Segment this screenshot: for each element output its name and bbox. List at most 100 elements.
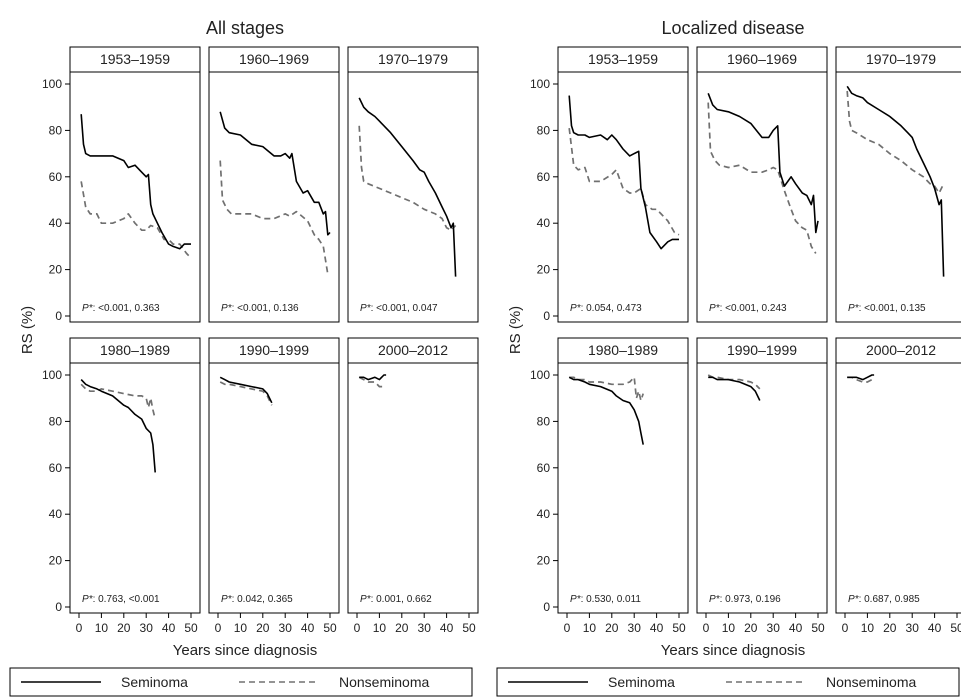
y-tick-label: 20 — [537, 263, 551, 277]
series-line-nonseminoma — [80, 383, 157, 420]
x-tick-label: 0 — [354, 621, 361, 635]
x-tick-label: 20 — [117, 621, 131, 635]
facet-strip — [835, 46, 961, 73]
x-tick-label: 30 — [279, 621, 293, 635]
y-tick-label: 80 — [49, 123, 63, 137]
chart-localized-disease: Localized disease RS (%) Years since diagn… — [496, 18, 961, 697]
facet-panel: 1953–1959 0 20 40 60 80 100 P*: 0.054, 0.473 — [530, 46, 689, 323]
x-tick-label: 20 — [395, 621, 409, 635]
series-line-seminoma — [708, 376, 761, 401]
x-tick-label: 40 — [162, 621, 176, 635]
facet-panel: 1960–1969 P*: <0.001, 0.243 — [696, 46, 828, 323]
plot-frame — [696, 71, 828, 323]
series-line-seminoma — [568, 376, 644, 445]
facet-strip — [347, 337, 479, 364]
x-tick-label: 20 — [256, 621, 270, 635]
facet-label: 1953–1959 — [100, 51, 170, 67]
x-tick-label: 20 — [605, 621, 619, 635]
y-tick-label: 20 — [49, 263, 63, 277]
x-tick-label: 30 — [628, 621, 642, 635]
facet-panel: 2000–2012 0 10 20 30 40 50 P*: 0.687, 0.985 — [835, 337, 961, 635]
y-tick-label: 100 — [42, 368, 62, 382]
series-line-nonseminoma — [707, 102, 817, 254]
x-tick-label: 40 — [928, 621, 942, 635]
facet-strip — [69, 337, 201, 364]
series-line-seminoma — [846, 85, 945, 277]
series-line-seminoma — [80, 379, 156, 473]
facet-strip — [696, 46, 828, 73]
x-tick-label: 10 — [861, 621, 875, 635]
x-tick-label: 30 — [767, 621, 781, 635]
x-tick-label: 0 — [215, 621, 222, 635]
legend-label-nonseminoma: Nonseminoma — [339, 674, 429, 690]
legend-label-seminoma: Seminoma — [608, 674, 675, 690]
x-tick-label: 30 — [140, 621, 154, 635]
facet-label: 1970–1979 — [378, 51, 448, 67]
facet-strip — [557, 46, 689, 73]
x-axis-label: Years since diagnosis — [661, 642, 806, 659]
x-tick-label: 50 — [672, 621, 686, 635]
x-tick-label: 10 — [234, 621, 248, 635]
x-tick-label: 40 — [301, 621, 315, 635]
facet-label: 1980–1989 — [588, 342, 658, 358]
y-tick-label: 60 — [49, 461, 63, 475]
p-value-annotation: P*: <0.001, 0.135 — [848, 303, 926, 314]
series-line-seminoma — [568, 95, 679, 250]
y-tick-label: 0 — [55, 309, 62, 323]
facet-panel: 1970–1979 P*: <0.001, 0.135 — [835, 46, 961, 323]
x-tick-label: 30 — [906, 621, 920, 635]
y-tick-label: 0 — [55, 600, 62, 614]
facet-strip — [208, 46, 340, 73]
facet-label: 1960–1969 — [727, 51, 797, 67]
p-value-annotation: P*: 0.973, 0.196 — [709, 594, 781, 605]
facet-strip — [557, 337, 689, 364]
p-value-annotation: P*: <0.001, 0.047 — [360, 303, 438, 314]
facet-panel: 1990–1999 0 10 20 30 40 50 P*: 0.973, 0.196 — [696, 337, 828, 635]
plot-frame — [696, 362, 828, 614]
y-tick-label: 80 — [537, 123, 551, 137]
facet-label: 1953–1959 — [588, 51, 658, 67]
facet-label: 2000–2012 — [866, 342, 936, 358]
y-tick-label: 40 — [537, 507, 551, 521]
chart-title: All stages — [206, 18, 284, 38]
p-value-annotation: P*: <0.001, 0.136 — [221, 303, 299, 314]
facet-label: 1970–1979 — [866, 51, 936, 67]
x-tick-label: 0 — [703, 621, 710, 635]
x-tick-label: 50 — [323, 621, 337, 635]
legend-label-nonseminoma: Nonseminoma — [826, 674, 916, 690]
chart-title: Localized disease — [661, 18, 804, 38]
plot-frame — [347, 71, 479, 323]
series-line-nonseminoma — [568, 127, 680, 236]
facet-strip — [347, 46, 479, 73]
facet-strip — [208, 337, 340, 364]
series-line-nonseminoma — [219, 160, 329, 275]
x-tick-label: 20 — [744, 621, 758, 635]
plot-frame — [835, 71, 961, 323]
y-axis-label: RS (%) — [19, 306, 36, 354]
plot-frame — [557, 71, 689, 323]
facet-strip — [69, 46, 201, 73]
plot-frame — [69, 362, 201, 614]
facet-label: 1960–1969 — [239, 51, 309, 67]
x-tick-label: 0 — [564, 621, 571, 635]
x-tick-label: 40 — [650, 621, 664, 635]
series-line-nonseminoma — [80, 181, 192, 259]
y-tick-label: 40 — [49, 216, 63, 230]
p-value-annotation: P*: <0.001, 0.363 — [82, 303, 160, 314]
y-tick-label: 20 — [537, 554, 551, 568]
y-tick-label: 0 — [543, 309, 550, 323]
x-tick-label: 50 — [184, 621, 198, 635]
y-tick-label: 100 — [530, 368, 550, 382]
facet-label: 1980–1989 — [100, 342, 170, 358]
facet-panel: 1960–1969 P*: <0.001, 0.136 — [208, 46, 340, 323]
y-tick-label: 60 — [537, 461, 551, 475]
p-value-annotation: P*: 0.001, 0.662 — [360, 594, 432, 605]
facet-panel: 1990–1999 0 10 20 30 40 50 P*: 0.042, 0.365 — [208, 337, 340, 635]
facet-panel: 1970–1979 P*: <0.001, 0.047 — [347, 46, 479, 323]
series-line-seminoma — [80, 114, 191, 250]
series-line-seminoma — [219, 376, 273, 404]
series-line-nonseminoma — [358, 376, 384, 388]
legend: Seminoma Nonseminoma — [496, 667, 960, 697]
series-line-seminoma — [847, 374, 875, 381]
plot-frame — [69, 71, 201, 323]
